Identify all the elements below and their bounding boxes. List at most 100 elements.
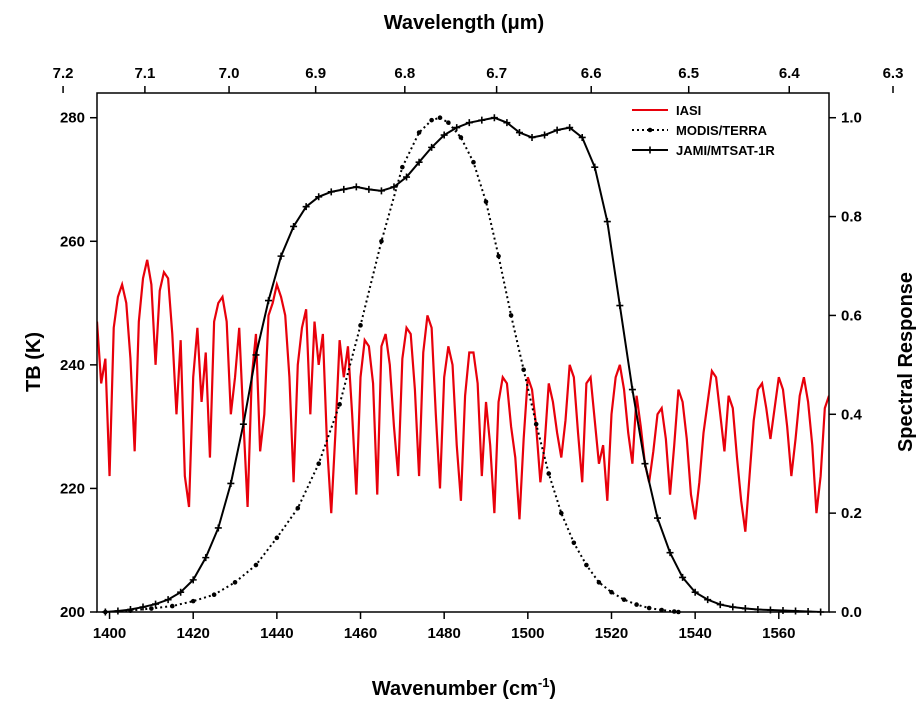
left-tick-label: 240 [60,357,85,374]
top-tick-label: 6.4 [779,65,801,82]
series-2-point [415,158,423,166]
series-1-point [274,535,280,541]
series-1-point [609,589,614,595]
series-2-point [503,119,511,127]
legend-label-2: JAMI/MTSAT-1R [676,143,775,158]
series-1-point [429,117,434,123]
top-tick-label: 6.8 [394,65,415,82]
series-1-point [571,540,577,546]
series-2-point [365,185,373,193]
series-1-point [190,598,196,604]
series-1-point [295,505,301,511]
legend-marker-2 [646,146,654,154]
series-2-point [654,514,662,522]
series-1-point [253,562,259,568]
series-2-point [478,116,486,124]
series-1-point [416,130,422,135]
series-2-point [603,218,611,226]
series-2-point [189,576,197,584]
series-2-point [666,549,674,557]
series-2-point [177,588,185,596]
series-2-point [779,607,787,615]
right-tick-label: 0.0 [841,604,862,621]
series-2-point [239,420,247,428]
series-2-point [377,187,385,195]
series-2-point [352,183,360,191]
series-1-point [169,603,175,609]
series-1-point [149,606,154,611]
legend-label-1: MODIS/TERRA [676,123,768,138]
series-1-point [596,580,602,585]
top-tick-label: 7.2 [53,65,74,82]
series-1-point [232,580,238,585]
bottom-axis-title-sup: -1 [538,675,550,690]
series-2-point [403,173,411,181]
series-2-point [302,203,310,211]
series-1-point [546,471,552,476]
series-2-point [528,133,536,141]
bottom-tick-label: 1400 [93,625,126,642]
series-1-point [634,602,639,607]
bottom-tick-label: 1560 [762,625,795,642]
left-axis-title: TB (K) [23,332,45,392]
series-1-point [558,510,564,516]
series-1-point [437,115,443,121]
top-tick-label: 6.7 [486,65,507,82]
series-2-point [428,143,436,151]
right-tick-label: 0.2 [841,505,862,522]
series-line-2 [105,116,821,612]
right-tick-label: 1.0 [841,110,862,127]
series-2-point [465,119,473,127]
top-tick-label: 7.0 [219,65,240,82]
bottom-tick-label: 1420 [177,625,210,642]
series-2-point [628,386,636,394]
series-2-point [741,605,749,613]
series-2-point [729,603,737,611]
top-tick-label: 6.6 [581,65,602,82]
series-2-point [290,222,298,230]
plot-frame [96,92,830,613]
top-tick-label: 6.9 [305,65,326,82]
series-2-point [440,131,448,139]
series-1-point [621,597,627,602]
legend-marker-1 [647,127,653,133]
series-2-point [252,351,260,359]
plot-area [97,114,829,616]
series-1-point [400,164,405,170]
right-axis-title: Spectral Response [895,272,917,452]
series-1-point [659,607,664,613]
left-tick-label: 200 [60,604,85,621]
series-1-point [508,313,514,318]
series-2-point [327,188,335,196]
series-2-point [114,607,122,615]
bottom-tick-label: 1520 [595,625,628,642]
series-2-point [164,596,172,604]
right-tick-label: 0.4 [841,406,863,423]
series-1-point [646,605,652,611]
series-2-point [340,185,348,193]
series-2-point [704,596,712,604]
legend: IASI MODIS/TERRA JAMI/MTSAT-1R [632,103,775,158]
series-2-point [490,114,498,122]
bottom-axis-title-main: Wavenumber (cm [372,678,538,700]
series-2-point [227,479,235,487]
series-line-0 [97,259,829,532]
series-1-point [211,592,217,597]
series-1-point [521,367,526,373]
bottom-tick-label: 1480 [427,625,460,642]
top-tick-label: 6.5 [678,65,699,82]
series-2-point [264,297,272,305]
bottom-tick-label: 1460 [344,625,377,642]
series-1-point [358,323,363,328]
series-2-point [566,124,574,132]
series-1-point [471,159,476,165]
series-2-point [139,603,147,611]
bottom-tick-label: 1500 [511,625,544,642]
series-2-point [152,600,160,608]
series-line-1 [105,116,679,612]
series-1-point [337,402,342,407]
axes: 1400 1420 1440 1460 1480 1500 1520 1540 1560 7.2 7… [53,65,904,642]
series-2-point [453,124,461,132]
bottom-axis-title-end: ) [549,678,556,700]
